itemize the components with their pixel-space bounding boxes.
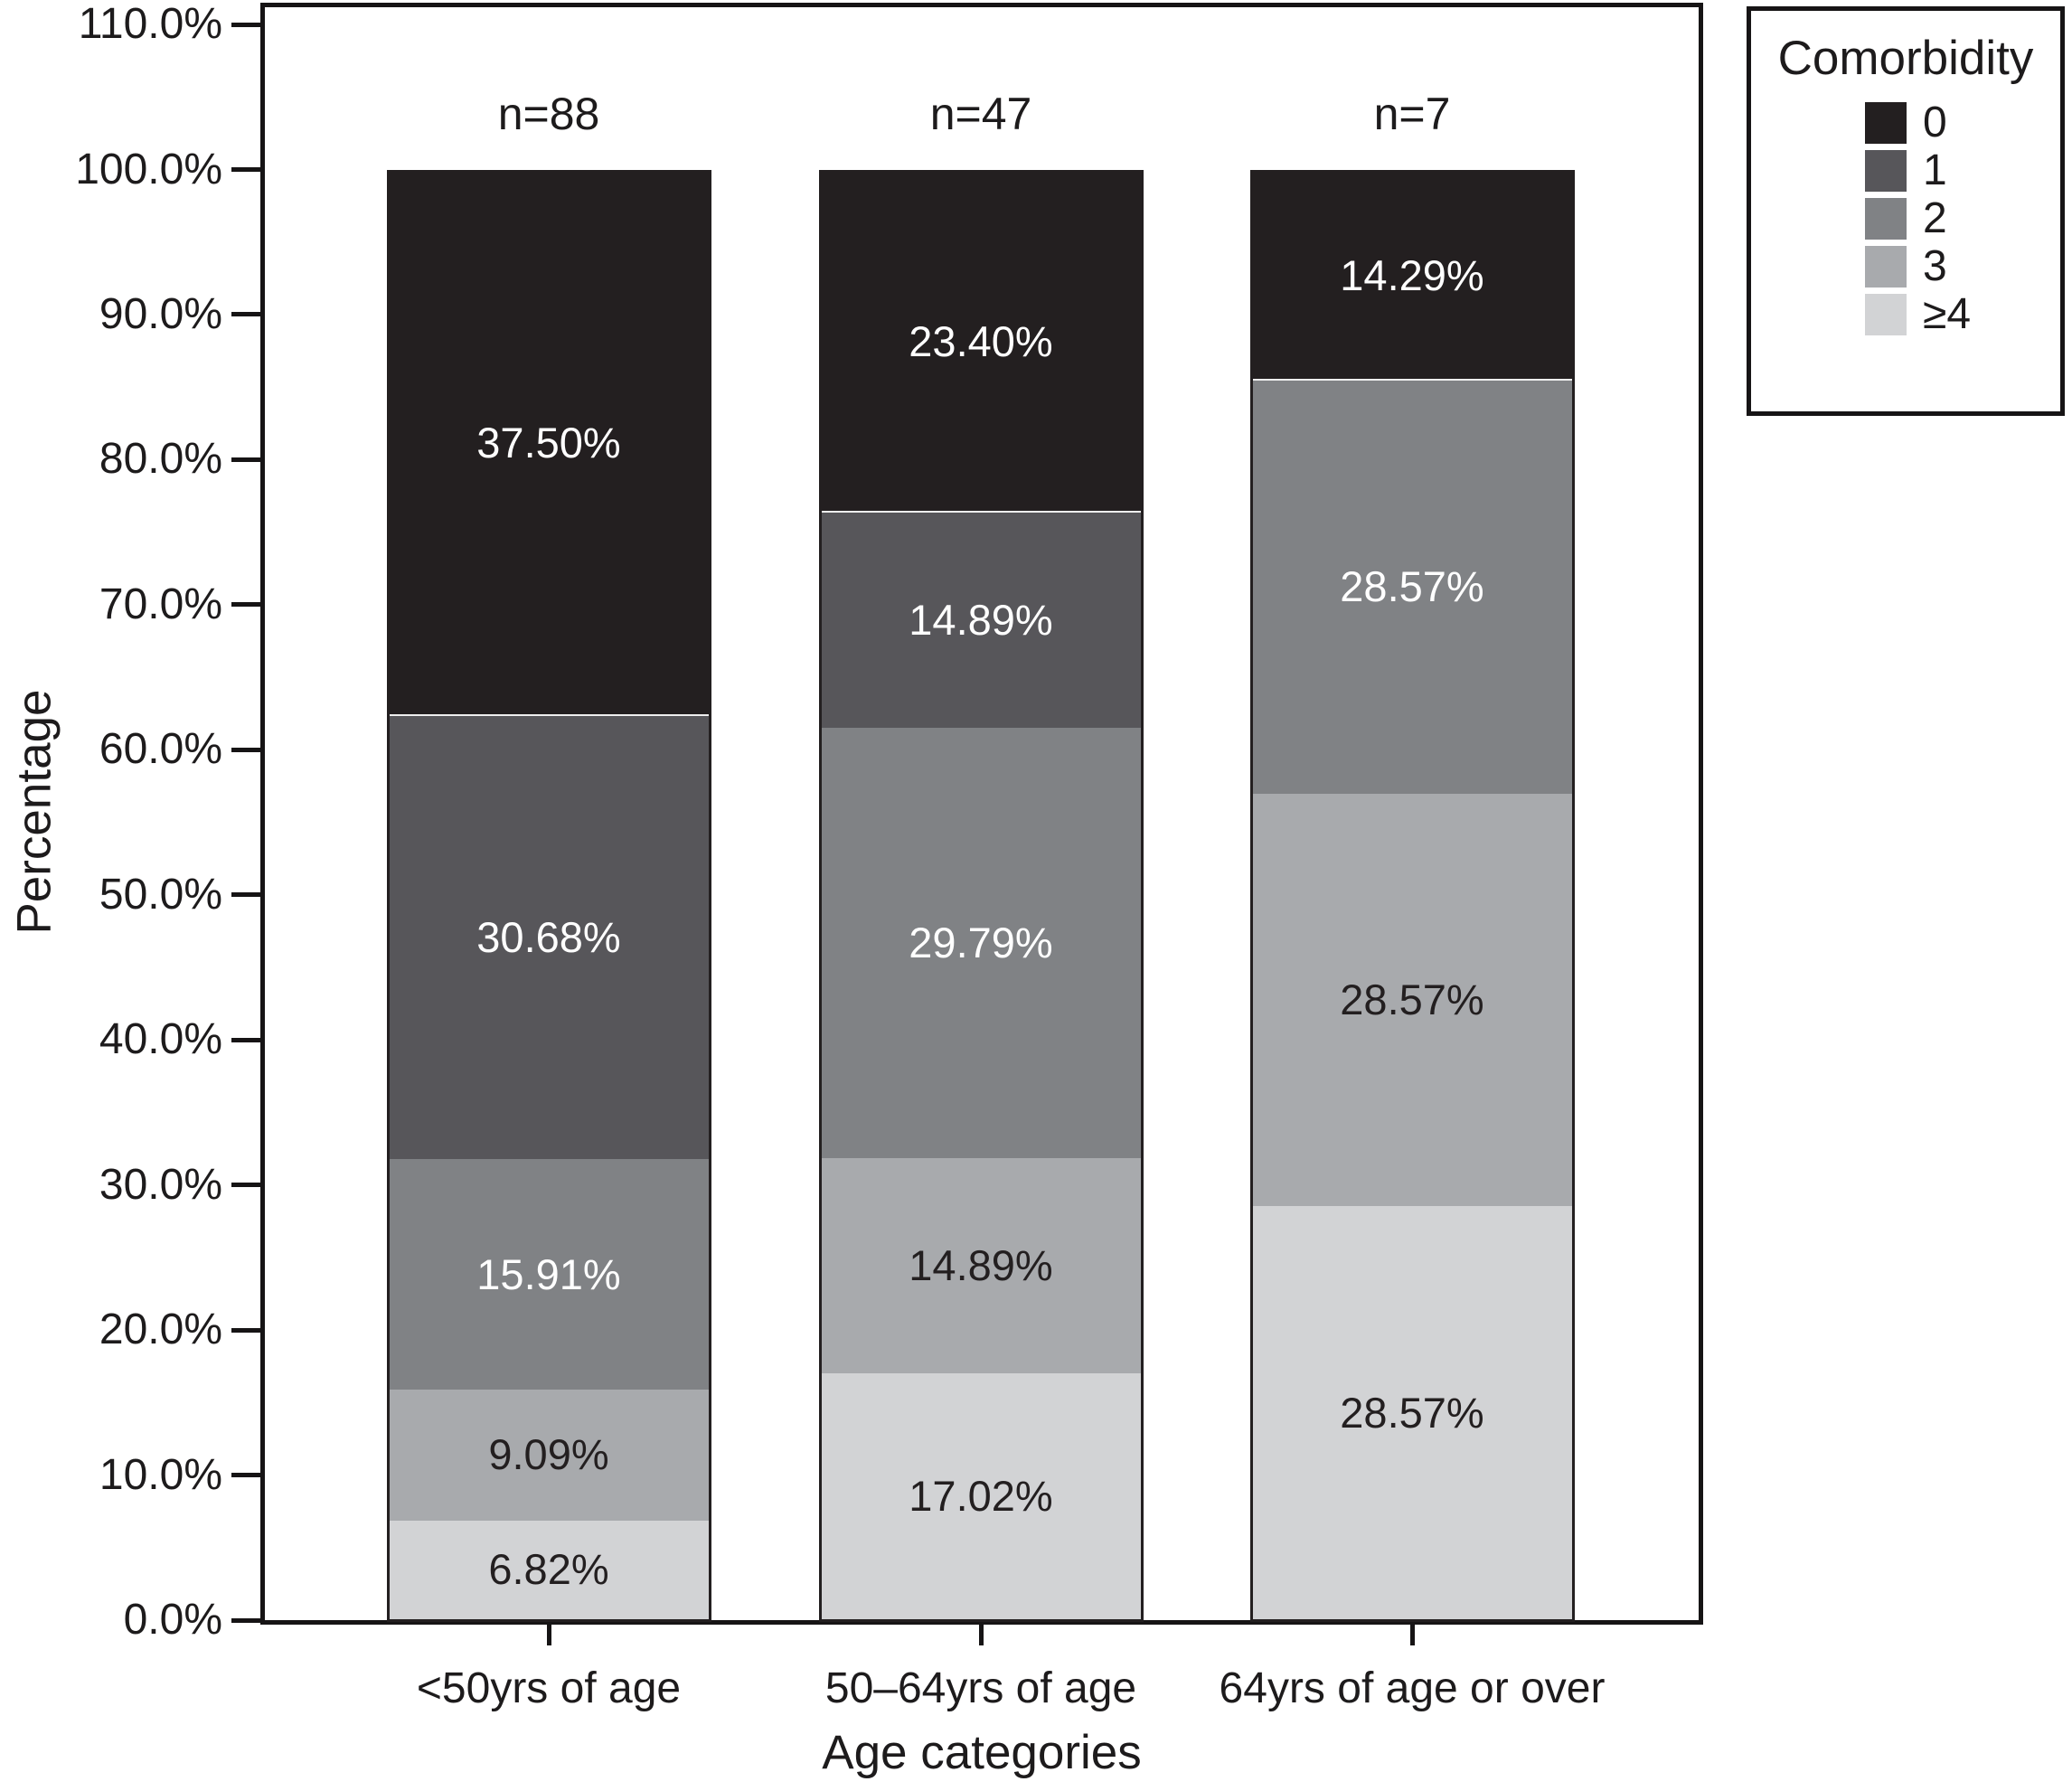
segment-value-label: 6.82% — [488, 1545, 609, 1594]
y-tick-label: 80.0% — [99, 435, 222, 484]
x-tick-mark — [978, 1620, 984, 1645]
legend-item: 0 — [1865, 99, 1971, 146]
y-tick-label: 90.0% — [99, 289, 222, 338]
bar-segment: 14.89% — [821, 512, 1141, 728]
stacked-bar: 37.50% 30.68% 15.91% 9.09% 6.82% — [386, 169, 711, 1622]
segment-value-label: 14.89% — [909, 595, 1053, 644]
y-tick-mark — [231, 1037, 260, 1042]
y-tick-mark — [231, 1473, 260, 1478]
bar-segment: 28.57% — [1252, 380, 1572, 794]
bar-segment: 17.02% — [821, 1372, 1141, 1619]
y-tick-mark — [231, 747, 260, 752]
x-tick-mark — [546, 1620, 551, 1645]
y-tick-label: 60.0% — [99, 725, 222, 774]
legend: Comorbidity 0 1 2 3 ≥4 — [1747, 6, 2065, 416]
y-tick-label: 70.0% — [99, 580, 222, 628]
y-tick-label: 100.0% — [75, 145, 222, 193]
legend-title: Comorbidity — [1777, 32, 2034, 85]
bar-segment: 14.89% — [821, 1157, 1141, 1373]
bar-segment: 6.82% — [389, 1520, 709, 1619]
segment-value-label: 17.02% — [909, 1471, 1053, 1520]
bar-segment: 29.79% — [821, 727, 1141, 1158]
y-tick-label: 20.0% — [99, 1306, 222, 1354]
segment-value-label: 14.89% — [909, 1240, 1053, 1289]
y-tick-mark — [231, 167, 260, 172]
legend-color-swatch — [1865, 150, 1907, 192]
bar-segment: 15.91% — [389, 1159, 709, 1390]
segment-value-label: 29.79% — [909, 918, 1053, 966]
y-tick-mark — [231, 1617, 260, 1623]
segment-value-label: 37.50% — [476, 419, 621, 467]
segment-value-label: 15.91% — [476, 1249, 621, 1298]
x-axis-title: Age categories — [822, 1726, 1142, 1779]
legend-color-swatch — [1865, 198, 1907, 240]
legend-item-label: 3 — [1923, 242, 1947, 290]
bar-segment: 30.68% — [389, 715, 709, 1160]
x-category-label: 64yrs of age or over — [1219, 1664, 1606, 1712]
legend-item-label: 2 — [1923, 194, 1947, 242]
y-tick-label: 0.0% — [123, 1596, 222, 1644]
legend-color-swatch — [1865, 102, 1907, 144]
legend-item: 2 — [1865, 194, 1971, 242]
bar-segment: 14.29% — [1252, 172, 1572, 381]
segment-value-label: 14.29% — [1340, 250, 1484, 299]
bar-segment: 28.57% — [1252, 1206, 1572, 1619]
segment-value-label: 28.57% — [1340, 562, 1484, 611]
stacked-bar: 14.29% 28.57% 28.57% 28.57% — [1249, 169, 1575, 1622]
group-count-label: n=7 — [1373, 89, 1451, 139]
x-category-label: <50yrs of age — [416, 1664, 682, 1712]
legend-item-label: 1 — [1923, 146, 1947, 194]
y-tick-label: 40.0% — [99, 1015, 222, 1064]
y-tick-label: 50.0% — [99, 870, 222, 919]
y-tick-mark — [231, 602, 260, 608]
x-tick-mark — [1409, 1620, 1415, 1645]
y-tick-mark — [231, 1327, 260, 1333]
legend-item: ≥4 — [1865, 290, 1972, 338]
group-count-label: n=47 — [929, 89, 1032, 139]
x-category-label: 50–64yrs of age — [824, 1664, 1137, 1712]
bar-segment: 28.57% — [1252, 793, 1572, 1207]
legend-item: 3 — [1865, 242, 1971, 290]
legend-item-label: 0 — [1923, 99, 1947, 146]
stacked-bar: 23.40% 14.89% 29.79% 14.89% 17.02% — [818, 169, 1144, 1622]
segment-value-label: 30.68% — [476, 913, 621, 962]
bar-segment: 37.50% — [389, 172, 709, 716]
segment-value-label: 9.09% — [488, 1430, 609, 1479]
legend-item-label: ≥4 — [1923, 290, 1972, 338]
segment-value-label: 28.57% — [1340, 975, 1484, 1023]
segment-value-label: 23.40% — [909, 316, 1053, 365]
y-tick-label: 110.0% — [78, 0, 222, 49]
legend-color-swatch — [1865, 246, 1907, 288]
y-tick-mark — [231, 312, 260, 317]
y-tick-label: 10.0% — [99, 1450, 222, 1499]
y-tick-mark — [231, 1183, 260, 1188]
legend-item: 1 — [1865, 146, 1971, 194]
segment-value-label: 28.57% — [1340, 1388, 1484, 1437]
y-tick-label: 30.0% — [99, 1160, 222, 1209]
y-tick-mark — [231, 22, 260, 27]
legend-items: 0 1 2 3 ≥4 — [1865, 99, 1972, 342]
bar-segment: 9.09% — [389, 1389, 709, 1521]
bar-segment: 23.40% — [821, 172, 1141, 513]
legend-color-swatch — [1865, 294, 1907, 335]
y-tick-mark — [231, 457, 260, 462]
y-tick-mark — [231, 892, 260, 898]
group-count-label: n=88 — [497, 89, 600, 139]
